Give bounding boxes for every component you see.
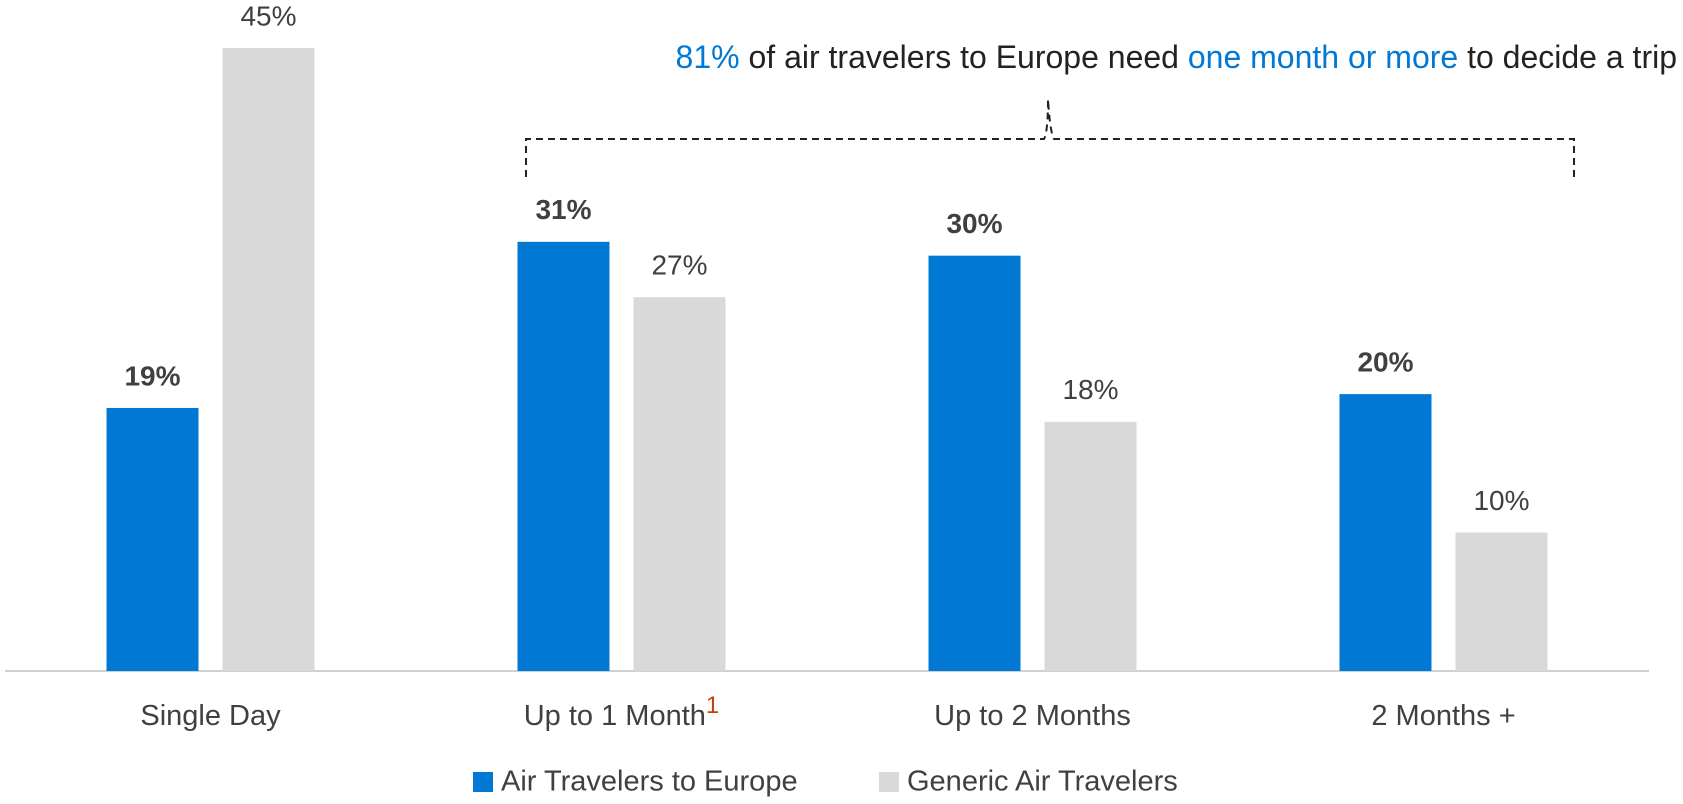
x-tick-label: 2 Months + bbox=[1371, 700, 1515, 732]
bar bbox=[928, 255, 1021, 671]
data-label: 27% bbox=[651, 250, 707, 281]
bar bbox=[517, 241, 610, 672]
category-name: Up to 1 Month bbox=[524, 700, 706, 732]
annotation-part: of air travelers to Europe need bbox=[740, 39, 1188, 75]
legend-label: Air Travelers to Europe bbox=[501, 766, 798, 798]
data-label: 20% bbox=[1357, 347, 1413, 378]
x-tick-label: Up to 2 Months bbox=[934, 700, 1131, 732]
legend-swatch bbox=[879, 772, 899, 792]
bar bbox=[1455, 532, 1548, 671]
legend-swatch bbox=[473, 772, 493, 792]
data-label: 31% bbox=[535, 194, 591, 225]
bar bbox=[106, 407, 199, 671]
annotation-part: one month or more bbox=[1188, 39, 1458, 75]
data-label: 18% bbox=[1062, 374, 1118, 405]
bracket bbox=[525, 98, 1575, 177]
category-name: Single Day bbox=[140, 700, 281, 732]
legend-label: Generic Air Travelers bbox=[907, 766, 1178, 798]
data-label: 19% bbox=[124, 360, 180, 391]
footnote-mark: 1 bbox=[706, 692, 719, 719]
x-tick-label: Up to 1 Month1 bbox=[524, 692, 720, 731]
data-label: 45% bbox=[240, 0, 296, 31]
annotation-part: to decide a trip bbox=[1458, 39, 1677, 75]
x-tick-label: Single Day bbox=[140, 700, 281, 732]
bar bbox=[1339, 394, 1432, 671]
category-name: Up to 2 Months bbox=[934, 700, 1131, 732]
bar bbox=[1044, 421, 1137, 671]
annotation-part: 81% bbox=[676, 39, 740, 75]
bar bbox=[633, 297, 726, 671]
annotation: 81% of air travelers to Europe need one … bbox=[676, 39, 1677, 75]
bar bbox=[222, 48, 315, 671]
category-name: 2 Months + bbox=[1371, 700, 1515, 732]
data-label: 30% bbox=[946, 208, 1002, 239]
data-label: 10% bbox=[1473, 485, 1529, 516]
